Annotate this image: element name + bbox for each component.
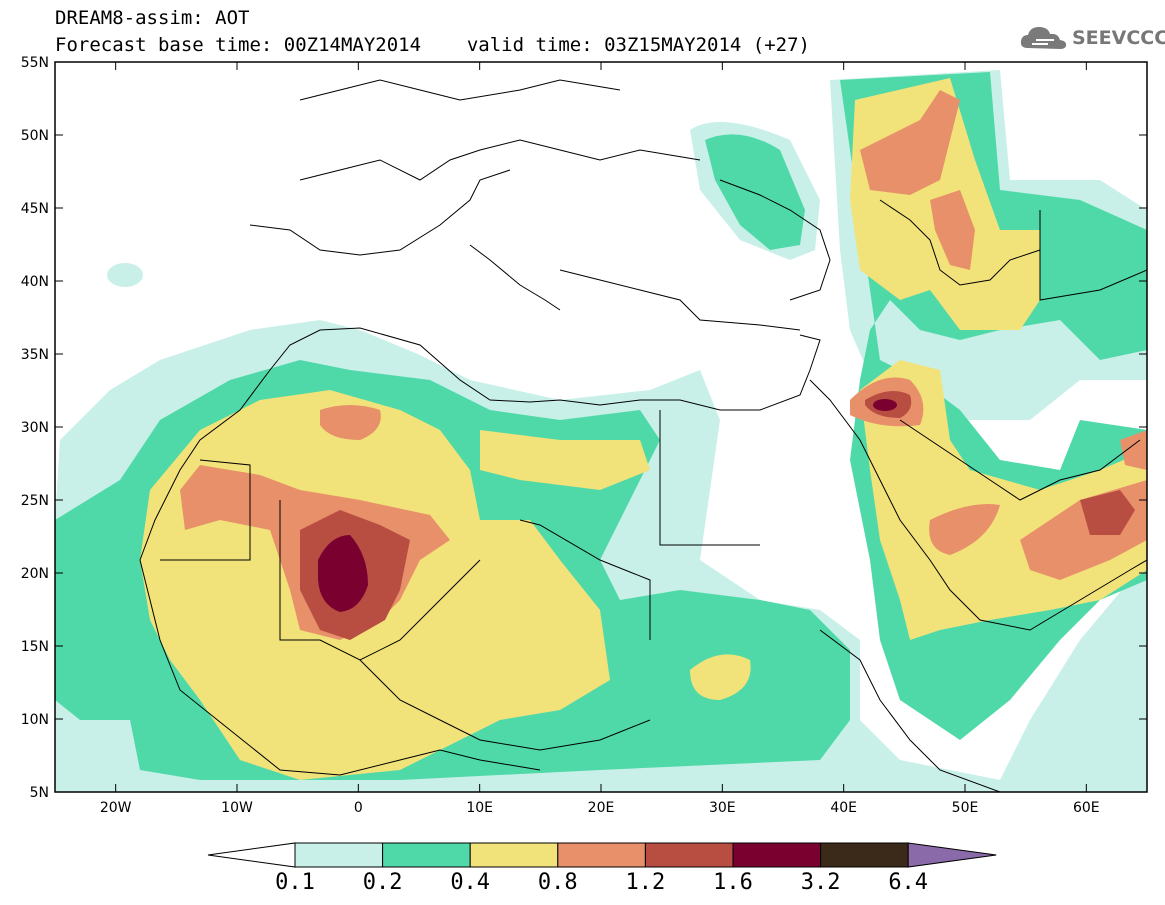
colorbar-swatch <box>732 842 822 868</box>
lat-label: 25N <box>21 493 49 509</box>
colorbar-label: 0.8 <box>537 870 578 895</box>
colorbar-swatch <box>557 842 646 868</box>
lat-label: 15N <box>21 639 49 655</box>
colorbar-label: 6.4 <box>888 870 929 895</box>
colorbar <box>207 842 997 868</box>
colorbar-swatch <box>644 842 734 868</box>
lon-label: 0 <box>354 800 363 816</box>
colorbar-label: 3.2 <box>800 870 841 895</box>
lat-label: 30N <box>21 420 49 436</box>
lon-label: 20E <box>588 800 615 816</box>
lat-label: 50N <box>21 128 49 144</box>
colorbar-label: 0.2 <box>362 870 403 895</box>
colorbar-swatch <box>469 842 559 868</box>
lat-label: 45N <box>21 201 49 217</box>
lat-label: 10N <box>21 712 49 728</box>
colorbar-label: 0.1 <box>275 870 315 895</box>
forecast-times: Forecast base time: 00Z14MAY2014 valid t… <box>55 35 810 55</box>
seevccc-logo: SEEVCCC <box>1018 22 1165 54</box>
lon-label: 10E <box>466 800 493 816</box>
colorbar-swatch <box>382 842 471 868</box>
lat-label: 40N <box>21 274 49 290</box>
map-title: DREAM8-assim: AOT <box>55 7 250 29</box>
colorbar-swatch <box>820 842 909 868</box>
colorbar-underflow <box>207 842 296 868</box>
colorbar-label: 1.6 <box>713 870 753 895</box>
longitude-axis: 20W 10W 0 10E 20E 30E 40E 50E 60E <box>100 62 1100 816</box>
colorbar-overflow <box>907 842 997 868</box>
cloud-icon <box>1020 27 1067 49</box>
lon-label: 10W <box>221 800 253 816</box>
colorbar-label: 1.2 <box>625 870 666 895</box>
lon-label: 40E <box>830 800 857 816</box>
colorbar-swatch <box>294 842 384 868</box>
lon-label: 50E <box>952 800 979 816</box>
valid-time-label: valid time: 03Z15MAY2014 (+27) <box>466 34 810 56</box>
aot-contours <box>55 62 1147 792</box>
lon-label: 60E <box>1073 800 1100 816</box>
base-time-label: Forecast base time: 00Z14MAY2014 <box>55 34 422 56</box>
colorbar-label: 0.4 <box>450 870 491 895</box>
lat-label: 55N <box>21 55 49 71</box>
lat-label: 20N <box>21 566 49 582</box>
lon-label: 30E <box>709 800 736 816</box>
lon-label: 20W <box>100 800 132 816</box>
logo-text: SEEVCCC <box>1072 27 1165 49</box>
latitude-axis: 55N 50N 45N 40N 35N 30N 25N 20N 15N 10N 5N <box>21 55 1147 801</box>
lat-label: 35N <box>21 347 49 363</box>
lat-label: 5N <box>30 785 49 801</box>
